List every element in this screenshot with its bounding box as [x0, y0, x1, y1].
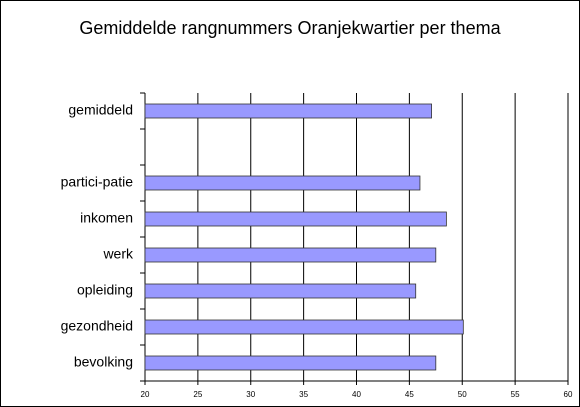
y-tick-label: gemiddeld	[68, 102, 133, 118]
bar	[144, 283, 417, 299]
x-tick-label: 30	[246, 390, 255, 399]
bar	[144, 211, 447, 227]
y-tick-label: werk	[102, 246, 134, 262]
y-tick-label: opleiding	[77, 282, 133, 298]
bar	[144, 355, 437, 371]
x-tick-label: 45	[405, 390, 414, 399]
x-tick-label: 35	[299, 390, 308, 399]
y-tick-label: bevolking	[74, 354, 133, 370]
y-tick-label: partici-patie	[61, 174, 134, 190]
bar	[144, 319, 464, 335]
x-tick-label: 25	[193, 390, 202, 399]
x-tick-label: 20	[141, 390, 150, 399]
title-box: Gemiddelde rangnummers Oranjekwartier pe…	[79, 18, 501, 38]
y-tick-label: gezondheid	[61, 318, 133, 334]
x-tick-label: 40	[352, 390, 361, 399]
bar	[144, 103, 432, 119]
x-tick-label: 50	[458, 390, 467, 399]
bar	[144, 175, 421, 191]
x-tick-label: 60	[564, 390, 573, 399]
y-tick-label: inkomen	[80, 210, 133, 226]
x-tick-label: 55	[511, 390, 520, 399]
chart-title: Gemiddelde rangnummers Oranjekwartier pe…	[79, 18, 501, 38]
bar	[144, 247, 437, 263]
